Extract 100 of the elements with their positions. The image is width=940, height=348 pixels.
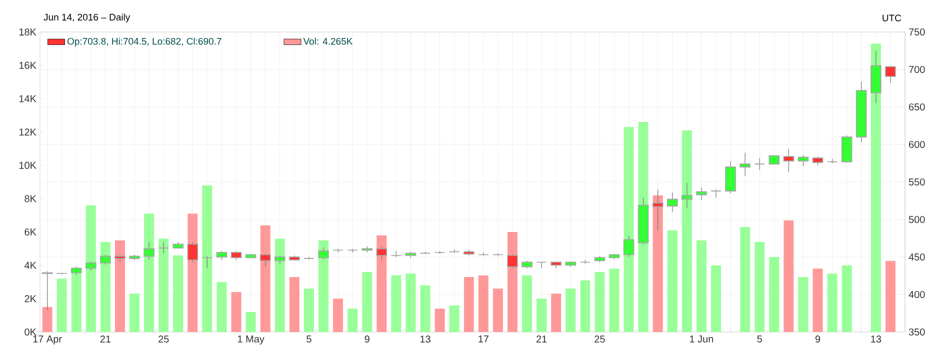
- x-tick-label: 1 May: [238, 336, 264, 344]
- bar: [434, 308, 445, 332]
- bar: [130, 294, 140, 332]
- bar: [594, 272, 605, 332]
- y2-tick-label: 550: [908, 178, 925, 186]
- bar: [580, 280, 590, 332]
- bar: [304, 288, 314, 332]
- candlestick: [347, 248, 358, 253]
- x-tick-label: 1 Jun: [690, 336, 714, 342]
- candlestick: [798, 154, 809, 167]
- candlestick: [100, 254, 111, 265]
- x-tick-label: 25: [158, 336, 169, 343]
- text: UTC: [882, 14, 902, 22]
- candlestick: [144, 242, 154, 260]
- bar: [231, 292, 242, 332]
- bar: [522, 275, 532, 332]
- candlestick: [623, 236, 634, 258]
- bar: [246, 312, 256, 332]
- candlestick: [507, 254, 518, 269]
- bar: [86, 205, 96, 332]
- y2-tick-label: 750: [909, 28, 925, 36]
- y2-tick-label: 600: [909, 140, 925, 148]
- y-tick-label: 2K: [24, 295, 36, 302]
- candlestick: [536, 261, 547, 269]
- bar: [71, 272, 82, 332]
- bar: [56, 278, 67, 332]
- x-tick-label: 21: [536, 336, 547, 342]
- candlestick: [652, 189, 664, 232]
- bar: [173, 255, 184, 332]
- bar: [449, 305, 460, 332]
- y-tick-label: 8K: [24, 195, 36, 202]
- bar: [812, 268, 823, 332]
- x-tick-label: 17 Apr: [33, 336, 62, 344]
- candlestick: [318, 246, 329, 260]
- x-tick-label: 5: [757, 336, 762, 342]
- x-tick-label: 9: [815, 336, 820, 343]
- y2-tick-label: 400: [908, 290, 925, 298]
- bar: [798, 276, 808, 332]
- bar: [362, 272, 372, 332]
- candlestick: [885, 66, 896, 84]
- bar: [827, 274, 838, 332]
- y-tick-label: 6K: [24, 228, 36, 236]
- x-tick-label: 17: [478, 336, 488, 342]
- candlestick: [187, 242, 198, 263]
- x-tick-label: 13: [420, 336, 430, 343]
- bar: [391, 275, 402, 332]
- bar: [333, 298, 344, 332]
- candlestick: [682, 182, 692, 209]
- legend-label: Vol: 4.265K: [303, 38, 353, 45]
- bar: [711, 265, 722, 332]
- candlestick: [114, 254, 126, 262]
- candlestick: [667, 192, 678, 212]
- x-tick-label: 25: [594, 336, 605, 343]
- x-tick-label: 13: [871, 336, 882, 343]
- bar: [289, 276, 300, 332]
- bar: [478, 275, 488, 332]
- candlestick: [710, 189, 722, 198]
- candlestick: [158, 242, 169, 254]
- bar: [274, 238, 285, 332]
- y-tick-label: 10K: [19, 162, 36, 169]
- y-tick-label: 0K: [24, 328, 36, 336]
- chart-subtitle: Jun 14, 2016 – Daily: [44, 14, 130, 22]
- bar: [260, 225, 270, 332]
- y-tick-label: 12K: [19, 128, 36, 136]
- y-tick-label: 14K: [19, 95, 36, 102]
- bar: [202, 185, 212, 332]
- bar: [769, 256, 780, 332]
- bar: [536, 298, 547, 332]
- bar: [566, 288, 576, 332]
- bar: [464, 276, 474, 332]
- bar: [624, 126, 634, 332]
- bar: [144, 214, 154, 332]
- bar: [406, 274, 416, 332]
- candlestick: [754, 158, 766, 170]
- x-tick-label: 5: [306, 336, 312, 342]
- candlestick: [492, 252, 504, 257]
- bar: [682, 130, 692, 332]
- candlestick: [332, 248, 344, 253]
- candlestick: [696, 186, 707, 200]
- bar: [740, 226, 750, 332]
- bar: [158, 238, 169, 332]
- bar: [348, 308, 358, 332]
- candlestick: [740, 152, 750, 176]
- bar: [420, 285, 430, 332]
- bar: [42, 306, 52, 332]
- bar: [492, 288, 503, 332]
- y2-tick-label: 700: [909, 66, 925, 74]
- y2-tick-label: 450: [908, 253, 925, 261]
- bar: [885, 260, 896, 332]
- bar: [609, 268, 620, 332]
- bar: [216, 282, 227, 332]
- bar: [652, 195, 663, 332]
- candlestick: [725, 160, 736, 194]
- bar: [667, 230, 678, 332]
- bar: [696, 240, 706, 332]
- candlestick: [202, 256, 213, 269]
- bar: [100, 242, 110, 332]
- candlestick: [768, 154, 780, 164]
- bar: [784, 220, 794, 332]
- y2-tick-label: 500: [908, 216, 925, 224]
